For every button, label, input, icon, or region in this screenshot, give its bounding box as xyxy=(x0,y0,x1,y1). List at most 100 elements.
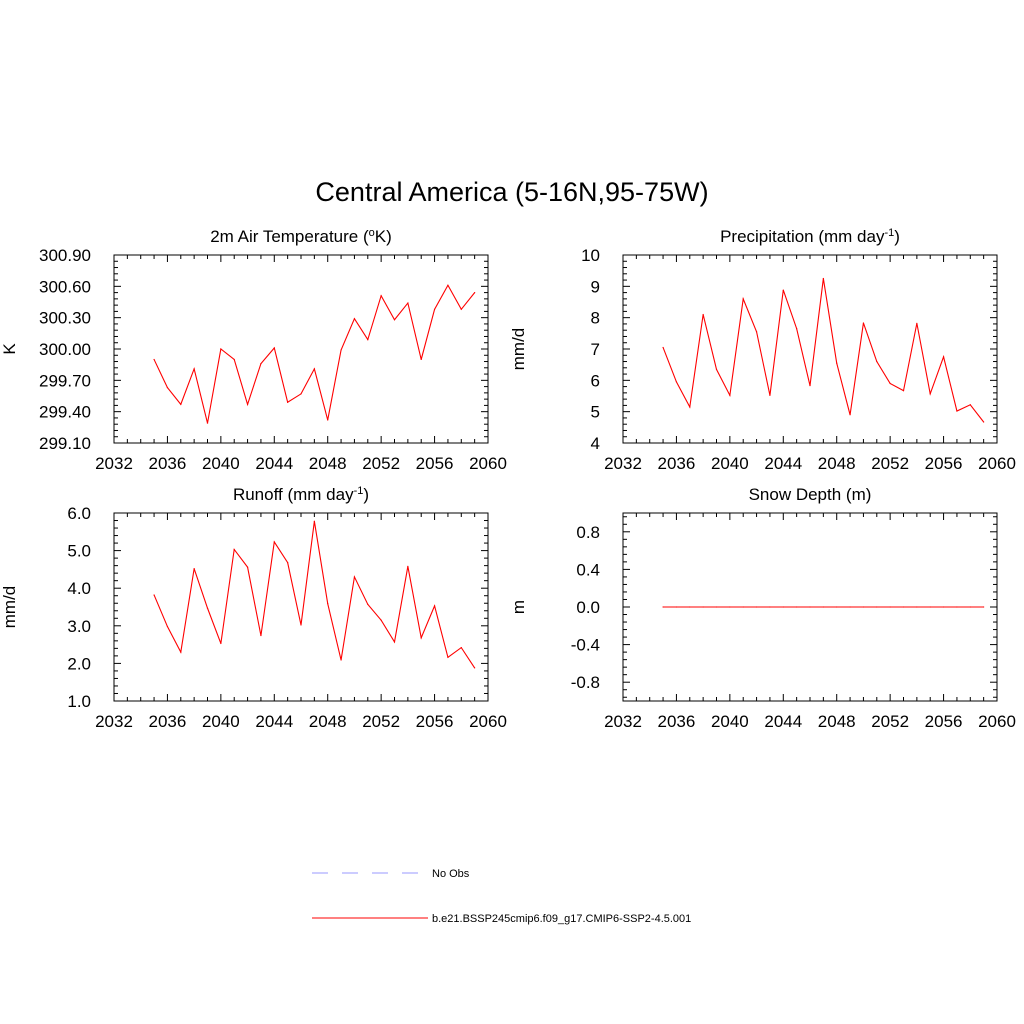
data-point xyxy=(689,606,691,608)
data-point xyxy=(353,576,356,578)
data-point xyxy=(769,606,771,608)
chart-panel-2: Precipitation (mm day-1) mm/d 2032 2036 2040… xyxy=(509,227,1016,473)
data-point xyxy=(474,667,476,669)
data-point xyxy=(206,607,209,609)
x-tick-label: 2048 xyxy=(309,454,347,473)
data-point xyxy=(729,394,731,396)
x-tick-label: 2044 xyxy=(764,454,802,473)
data-point xyxy=(166,625,169,628)
data-point xyxy=(929,393,931,395)
x-tick-label: 2048 xyxy=(818,712,856,731)
x-tick-label: 2032 xyxy=(604,712,642,731)
x-tick-label: 2056 xyxy=(416,454,454,473)
data-point xyxy=(193,368,195,370)
data-point xyxy=(782,606,784,608)
panel-title-superscript: -1 xyxy=(884,227,894,239)
data-point xyxy=(153,594,155,596)
plot-frame xyxy=(113,512,489,702)
data-point xyxy=(969,606,971,608)
y-tick-label: 2.0 xyxy=(67,654,91,673)
chart-panel-1: 2m Air Temperature (oK) K 2032 2036 2040 2044… xyxy=(0,227,507,473)
panel-title: Snow Depth (m) xyxy=(749,485,872,504)
x-tick-label: 2040 xyxy=(711,712,749,731)
data-point xyxy=(836,362,838,364)
data-point xyxy=(742,298,744,300)
data-point xyxy=(956,606,958,608)
panel-title-text-end: K) xyxy=(375,227,392,246)
data-point xyxy=(180,651,182,653)
x-tick-label: 2032 xyxy=(604,454,642,473)
data-point xyxy=(327,419,329,421)
data-point xyxy=(796,328,798,330)
y-axis-label: mm/d xyxy=(509,328,528,371)
panel-title-superscript: -1 xyxy=(354,485,364,497)
y-tick-label: 300.30 xyxy=(39,309,91,328)
y-tick-label: 299.10 xyxy=(39,434,91,453)
series-line xyxy=(662,278,985,423)
series-line xyxy=(153,521,476,669)
x-tick-label: 2032 xyxy=(95,712,133,731)
x-tick-label: 2060 xyxy=(978,712,1016,731)
y-tick-label: 6.0 xyxy=(67,504,91,523)
data-point xyxy=(460,647,462,649)
data-point xyxy=(327,603,329,605)
x-tick-label: 2044 xyxy=(255,712,293,731)
data-point xyxy=(407,565,409,567)
chart-panel-4: Snow Depth (m) m 2032 2036 2040 2044 2048 2052 2… xyxy=(509,485,1016,731)
data-point xyxy=(300,624,302,626)
data-point xyxy=(300,393,302,395)
data-point xyxy=(287,401,289,403)
y-tick-label: 0.8 xyxy=(576,523,600,542)
data-point xyxy=(902,606,905,608)
y-tick-label: 300.60 xyxy=(39,277,91,296)
panel-title: Precipitation (mm day-1) xyxy=(720,227,900,246)
y-tick-label: 0.4 xyxy=(576,560,600,579)
panel-title: Runoff (mm day-1) xyxy=(233,485,369,504)
data-point xyxy=(246,403,249,405)
plot-frame xyxy=(113,254,489,444)
y-tick-label: 3.0 xyxy=(67,617,91,636)
y-tick-label: 8 xyxy=(591,309,600,328)
data-point xyxy=(433,308,436,310)
data-point xyxy=(662,346,664,349)
data-point xyxy=(380,295,382,297)
data-point xyxy=(929,606,931,608)
data-point xyxy=(675,606,678,608)
panel-title-text-end: ) xyxy=(894,227,900,246)
x-tick-label: 2044 xyxy=(764,712,802,731)
data-point xyxy=(742,606,744,608)
panel-title-text: Snow Depth (m) xyxy=(749,485,872,504)
y-tick-label: -0.4 xyxy=(571,636,600,655)
y-tick-label: 299.40 xyxy=(39,403,91,422)
panel-title: 2m Air Temperature (oK) xyxy=(210,227,392,246)
x-tick-label: 2032 xyxy=(95,454,133,473)
data-point xyxy=(983,421,985,423)
data-point xyxy=(769,394,771,396)
data-point xyxy=(916,606,918,608)
x-tick-label: 2056 xyxy=(925,712,963,731)
data-point xyxy=(340,659,342,661)
data-point xyxy=(689,406,691,408)
y-tick-label: 7 xyxy=(591,340,600,359)
chart-panel-3: Runoff (mm day-1) mm/d 2032 2036 2040 2044 204… xyxy=(0,485,507,731)
x-tick-label: 2040 xyxy=(202,712,240,731)
legend-label-model: b.e21.BSSP245cmip6.f09_g17.CMIP6-SSP2-4.… xyxy=(432,913,691,925)
panel-title-text: 2m Air Temperature ( xyxy=(210,227,369,246)
data-point xyxy=(822,606,824,608)
data-point xyxy=(420,637,422,639)
x-tick-label: 2060 xyxy=(469,712,507,731)
data-point xyxy=(662,606,664,608)
series-line xyxy=(153,284,476,424)
data-point xyxy=(433,605,436,607)
panel-title-text: Runoff (mm day xyxy=(233,485,354,504)
data-point xyxy=(273,541,275,543)
data-point xyxy=(353,318,356,320)
data-point xyxy=(260,634,262,637)
data-point xyxy=(180,403,182,405)
y-tick-label: -0.8 xyxy=(571,673,600,692)
x-tick-label: 2052 xyxy=(362,712,400,731)
data-point xyxy=(902,390,905,392)
plot-frame xyxy=(622,254,998,444)
data-point xyxy=(862,322,865,324)
data-point xyxy=(889,606,891,608)
